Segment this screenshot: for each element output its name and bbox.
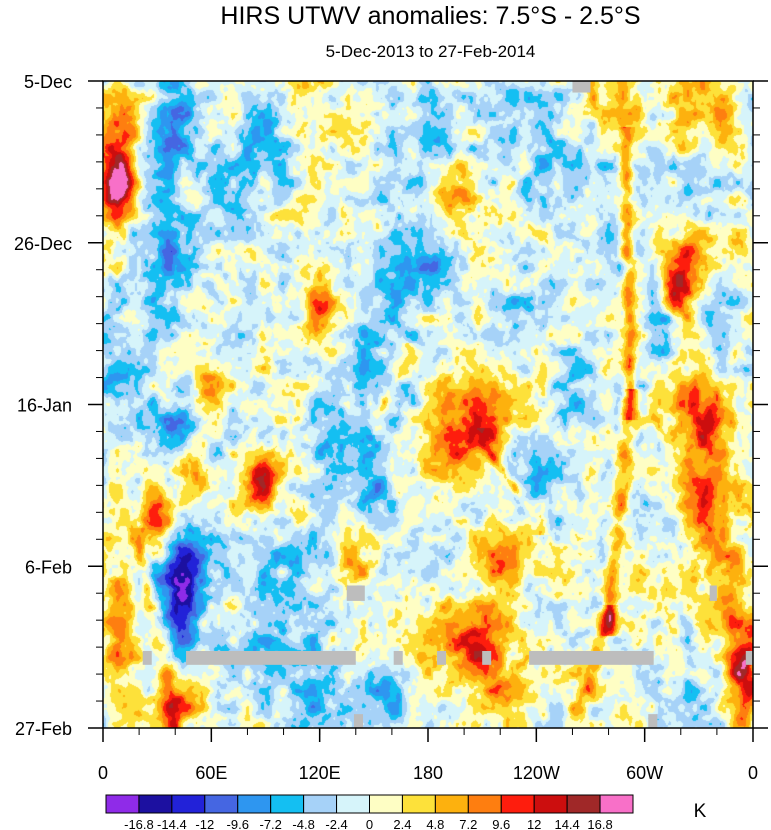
colorbar-swatch xyxy=(336,794,370,814)
missing-data-segment xyxy=(648,714,658,728)
missing-data-segment xyxy=(482,650,492,665)
chart-title: HIRS UTWV anomalies: 7.5°S - 2.5°S xyxy=(220,2,641,30)
colorbar-label: -14.4 xyxy=(157,817,187,830)
colorbar-swatch xyxy=(369,794,403,814)
missing-data-group xyxy=(142,81,753,728)
missing-data-segment xyxy=(572,81,591,93)
colorbar-label: -16.8 xyxy=(124,817,154,830)
colorbar-label: 4.8 xyxy=(426,817,444,830)
missing-data-segment xyxy=(709,585,717,601)
colorbar-swatch xyxy=(171,794,206,814)
x-tick-label: 0 xyxy=(98,763,108,783)
colorbar-swatch xyxy=(270,794,305,814)
colorbar-label: -7.2 xyxy=(259,817,281,830)
colorbar-label: 14.4 xyxy=(554,817,579,830)
x-tick-label: 120E xyxy=(299,763,341,783)
colorbar-swatch xyxy=(500,794,535,814)
missing-data-segment xyxy=(529,650,654,665)
colorbar-unit: K xyxy=(694,801,707,822)
y-tick-label: 26-Dec xyxy=(14,234,72,254)
colorbar-swatch xyxy=(599,794,634,814)
colorbar-swatch xyxy=(467,794,502,814)
x-tick-label: 0 xyxy=(748,763,758,783)
missing-data-segment xyxy=(393,650,403,665)
colorbar-swatch xyxy=(566,794,601,814)
y-tick-label: 6-Feb xyxy=(25,557,72,577)
colorbar-swatch xyxy=(204,794,239,814)
x-tick-label: 60E xyxy=(195,763,227,783)
colorbar-label: 0 xyxy=(366,817,373,830)
colorbar-swatch xyxy=(303,794,338,814)
chart-subtitle: 5-Dec-2013 to 27-Feb-2014 xyxy=(325,42,536,61)
colorbar-swatch xyxy=(434,794,469,814)
missing-data-segment xyxy=(353,714,363,728)
colorbar-label: 2.4 xyxy=(393,817,411,830)
colorbar-swatch xyxy=(533,794,568,814)
colorbar-swatch xyxy=(105,794,140,814)
colorbar-swatch xyxy=(237,794,272,814)
missing-data-segment xyxy=(745,650,753,665)
y-tick-label: 16-Jan xyxy=(17,396,72,416)
y-tick-label: 5-Dec xyxy=(24,72,72,92)
colorbar-label: -2.4 xyxy=(325,817,347,830)
x-tick-label: 60W xyxy=(626,763,663,783)
x-tick-label: 180 xyxy=(413,763,443,783)
colorbar-swatch xyxy=(138,794,173,814)
colorbar-label: -9.6 xyxy=(227,817,249,830)
anomaly-field xyxy=(103,81,753,728)
colorbar-label: 12 xyxy=(527,817,541,830)
colorbar-label: 7.2 xyxy=(459,817,477,830)
missing-data-segment xyxy=(186,650,356,665)
colorbar-label: -12 xyxy=(195,817,214,830)
colorbar-swatch xyxy=(401,794,436,814)
colorbar-label: -4.8 xyxy=(292,817,314,830)
missing-data-segment xyxy=(142,650,152,665)
colorbar-label: 16.8 xyxy=(587,817,612,830)
missing-data-segment xyxy=(437,650,447,665)
x-tick-label: 120W xyxy=(513,763,560,783)
colorbar-label: 9.6 xyxy=(492,817,510,830)
missing-data-segment xyxy=(346,585,365,601)
y-tick-label: 27-Feb xyxy=(15,719,72,739)
